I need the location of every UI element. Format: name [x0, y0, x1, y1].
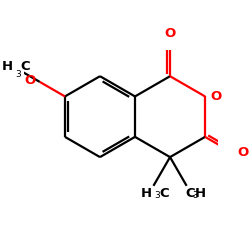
- Text: 3: 3: [15, 70, 21, 79]
- Text: 3: 3: [154, 191, 160, 200]
- Text: H: H: [140, 187, 151, 200]
- Text: H: H: [1, 60, 13, 73]
- Text: C: C: [20, 60, 30, 73]
- Text: H: H: [195, 187, 206, 200]
- Text: O: O: [238, 146, 249, 158]
- Text: O: O: [164, 27, 176, 40]
- Text: 3: 3: [192, 191, 198, 200]
- Text: C: C: [186, 187, 196, 200]
- Text: O: O: [210, 90, 222, 103]
- Text: O: O: [24, 74, 36, 87]
- Text: C: C: [159, 187, 169, 200]
